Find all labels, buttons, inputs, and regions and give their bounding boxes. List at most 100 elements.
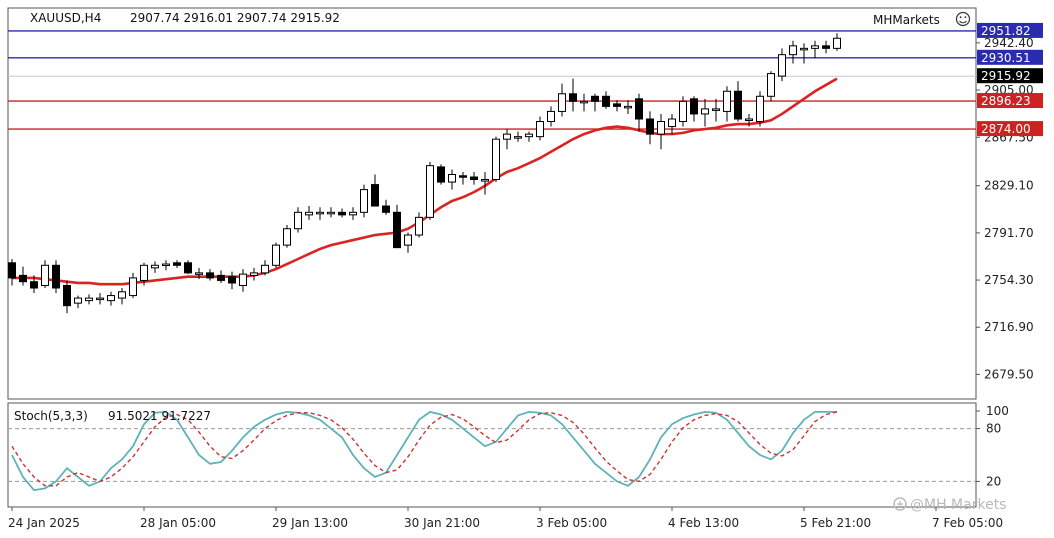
bear-candle-body bbox=[52, 264, 60, 289]
candle bbox=[734, 81, 742, 122]
bear-candle-body bbox=[217, 274, 225, 281]
bull-candle-body bbox=[360, 189, 368, 213]
candle bbox=[547, 106, 555, 127]
bull-candle-body bbox=[151, 264, 159, 269]
candle bbox=[272, 242, 280, 268]
watermark: @MH Markets bbox=[910, 497, 1006, 513]
bear-candle-body bbox=[602, 95, 610, 107]
stoch-tick-label: 100 bbox=[986, 404, 1009, 418]
candle bbox=[536, 116, 544, 141]
price-tick-label: 2942.40 bbox=[984, 36, 1034, 50]
time-tick-label: 3 Feb 05:00 bbox=[536, 516, 607, 530]
bull-candle-body bbox=[85, 297, 93, 302]
price-tick-label: 2754.30 bbox=[984, 273, 1034, 287]
candle bbox=[470, 171, 478, 185]
bear-candle-body bbox=[371, 184, 379, 207]
candle bbox=[569, 78, 577, 112]
time-tick-label: 28 Jan 05:00 bbox=[140, 516, 216, 530]
brand-label: MHMarkets bbox=[873, 13, 940, 27]
candle bbox=[789, 40, 797, 64]
candle bbox=[30, 275, 38, 294]
bull-candle-body bbox=[756, 95, 764, 123]
candle bbox=[492, 136, 500, 183]
bull-candle-body bbox=[305, 211, 313, 216]
candle bbox=[800, 43, 808, 64]
candle bbox=[723, 86, 731, 122]
time-tick-label: 24 Jan 2025 bbox=[8, 516, 80, 530]
price-tick-label: 2716.90 bbox=[984, 320, 1034, 334]
bull-candle-body bbox=[536, 121, 544, 138]
stoch-main-line bbox=[11, 410, 837, 492]
price-tick-label: 2679.50 bbox=[984, 367, 1034, 381]
bear-candle-body bbox=[63, 284, 71, 307]
bear-candle-body bbox=[646, 118, 654, 135]
bull-candle-body bbox=[426, 165, 434, 218]
candle bbox=[250, 267, 258, 281]
level-badge bbox=[977, 121, 1043, 137]
candle bbox=[767, 71, 775, 102]
candle bbox=[635, 93, 643, 132]
bull-candle-body bbox=[415, 216, 423, 236]
price-axis: 2679.502716.902754.302791.702829.102867.… bbox=[976, 22, 1043, 488]
candle bbox=[206, 269, 214, 281]
candle bbox=[294, 207, 302, 233]
candle bbox=[580, 93, 588, 112]
bull-candle-body bbox=[448, 173, 456, 183]
price-tick-label: 2791.70 bbox=[984, 226, 1034, 240]
candle bbox=[19, 266, 27, 286]
candle bbox=[591, 93, 599, 112]
candle bbox=[778, 48, 786, 82]
bear-candle-body bbox=[393, 211, 401, 249]
stoch-tick-label: 20 bbox=[986, 474, 1001, 488]
bull-candle-body bbox=[745, 118, 753, 121]
bull-candle-body bbox=[107, 295, 115, 302]
bull-candle-body bbox=[162, 263, 170, 267]
bull-candle-body bbox=[811, 45, 819, 49]
bear-candle-body bbox=[635, 98, 643, 120]
candle bbox=[613, 100, 621, 112]
stoch-plot-frame bbox=[7, 402, 977, 508]
candle bbox=[140, 262, 148, 286]
time-tick-label: 30 Jan 21:00 bbox=[404, 516, 480, 530]
candle bbox=[239, 269, 247, 292]
bear-candle-body bbox=[206, 272, 214, 279]
stoch-title: Stoch(5,3,3) bbox=[14, 409, 88, 423]
candle bbox=[756, 91, 764, 127]
time-tick-label: 5 Feb 21:00 bbox=[800, 516, 871, 530]
candle bbox=[360, 184, 368, 218]
bull-candle-body bbox=[580, 100, 588, 104]
bear-candle-body bbox=[734, 90, 742, 120]
bear-candle-body bbox=[470, 176, 478, 181]
bull-candle-body bbox=[624, 105, 632, 109]
candle bbox=[525, 131, 533, 142]
candle bbox=[745, 113, 753, 127]
ohlc-values: 2907.74 2916.01 2907.74 2915.92 bbox=[130, 11, 340, 25]
moving-average-line bbox=[12, 77, 838, 286]
bull-candle-body bbox=[767, 73, 775, 97]
stoch-signal-line bbox=[11, 411, 838, 487]
candle bbox=[195, 267, 203, 280]
bear-candle-body bbox=[591, 95, 599, 102]
candle bbox=[305, 206, 313, 220]
bear-candle-body bbox=[822, 45, 830, 49]
bull-candle-body bbox=[481, 179, 489, 182]
candle bbox=[459, 171, 467, 185]
bull-candle-body bbox=[668, 118, 676, 128]
level-badge bbox=[977, 49, 1043, 65]
bull-candle-body bbox=[789, 45, 797, 56]
bull-candle-body bbox=[349, 211, 357, 216]
candle bbox=[822, 40, 830, 54]
level-label: 2951.82 bbox=[981, 24, 1031, 38]
candle bbox=[349, 207, 357, 220]
candle bbox=[404, 232, 412, 253]
candle bbox=[74, 295, 82, 309]
candle bbox=[437, 164, 445, 185]
bull-candle-body bbox=[195, 272, 203, 275]
candle bbox=[261, 260, 269, 276]
bull-candle-body bbox=[96, 297, 104, 301]
bear-candle-body bbox=[184, 262, 192, 274]
candle bbox=[448, 169, 456, 190]
bear-candle-body bbox=[19, 274, 27, 283]
